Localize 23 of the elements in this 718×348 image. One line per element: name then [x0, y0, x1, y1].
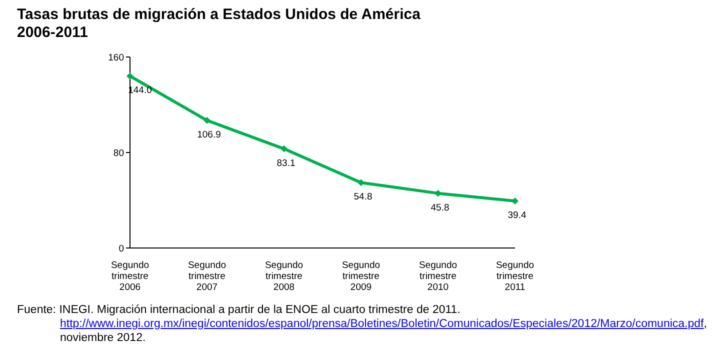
point: [280, 145, 288, 152]
x-tick-label: Segundo trimestre 2009: [342, 260, 380, 293]
point: [358, 179, 364, 186]
text: 106.9: [197, 129, 221, 140]
y-tick-label: 80: [113, 148, 124, 159]
x-tick-label: Segundo trimestre 2008: [264, 260, 304, 293]
text: 45.8: [430, 202, 450, 214]
y-tick-label: 0: [118, 243, 124, 254]
point: [126, 72, 134, 80]
text: 54.8: [354, 192, 372, 203]
x-tick-label: Segundo trimestre 2006: [110, 260, 150, 293]
chart-title: Tasas brutas de migración a Estados Unidos de América 2006-2011: [17, 6, 420, 42]
text: http://www.inegi.org.mx/inegi/contenidos/espanol/prensa/Boletines/Boletin/Comunicados/Especiales/2012/Marzo/comunica.pdf: [60, 318, 704, 330]
point: [434, 190, 442, 197]
text: 39.4: [508, 210, 526, 221]
point: [204, 116, 210, 124]
x-tick-label: Segundo trimestre 2010: [418, 260, 458, 293]
text: 83.1: [276, 158, 296, 169]
point: [512, 197, 518, 204]
source-note: Fuente: INEGI. Migración internacional a partir de la ENOE al cuarto trimestre de 2011.: [17, 303, 462, 317]
x-tick-label: Segundo trimestre 2011: [496, 260, 534, 293]
x-tick-label: Segundo trimestre 2007: [188, 260, 226, 293]
y-tick-label: 160: [108, 52, 124, 64]
